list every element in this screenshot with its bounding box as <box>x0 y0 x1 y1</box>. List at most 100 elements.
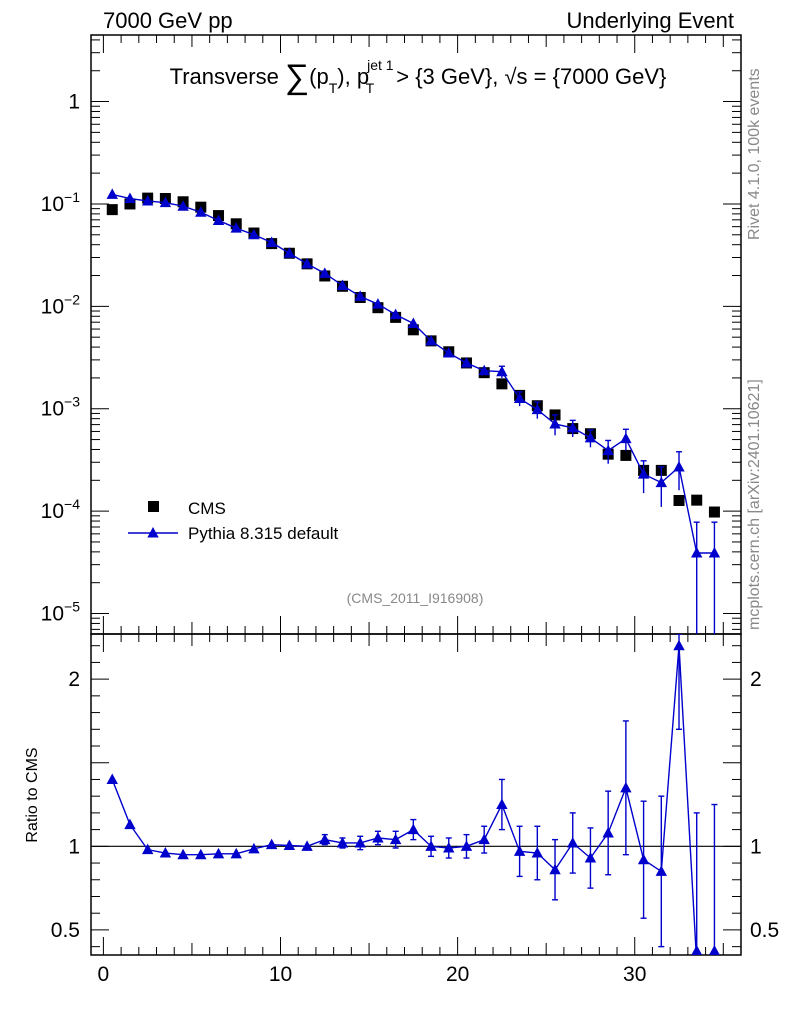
mc-point <box>389 308 402 320</box>
y-tick-label-exponent: −2 <box>64 291 80 307</box>
ratio-panel-marks <box>106 634 720 955</box>
mc-point <box>159 196 172 208</box>
mc-point <box>531 403 544 415</box>
ratio-point <box>283 839 296 850</box>
ratio-point <box>549 863 561 875</box>
mc-point <box>354 290 366 301</box>
ratio-point <box>389 833 402 845</box>
ratio-point <box>655 865 667 876</box>
mc-point <box>708 547 721 558</box>
legend-cms-label: CMS <box>188 499 226 518</box>
mc-point <box>319 267 331 278</box>
title-text: Transverse <box>170 64 285 89</box>
ratio-point <box>212 847 225 859</box>
ratio-point <box>496 798 508 810</box>
ratio-point <box>319 833 331 845</box>
ratio-point <box>301 840 313 851</box>
ratio-point <box>460 840 473 851</box>
ratio-point <box>159 847 172 858</box>
mc-point <box>106 188 118 199</box>
ratio-point <box>106 773 118 784</box>
mc-point <box>212 214 225 225</box>
ratio-point <box>124 818 136 830</box>
y-tick-label-base: 10 <box>41 603 64 626</box>
mc-point <box>602 444 614 456</box>
mc-point <box>230 222 242 233</box>
ratio-point <box>354 836 366 848</box>
ratio-point <box>177 848 189 860</box>
mc-point <box>496 365 508 377</box>
mc-point <box>655 476 667 488</box>
x-tick-label: 20 <box>446 963 469 986</box>
title-text: ), p <box>337 64 369 89</box>
ratio-point <box>691 945 703 955</box>
legend-mc-marker <box>147 527 159 538</box>
y-tick-label: 1 <box>68 91 80 114</box>
ratio-point <box>709 945 720 955</box>
ratio-point <box>195 848 207 860</box>
ratio-point <box>478 833 490 845</box>
ratio-point <box>443 842 455 853</box>
ratio-y-tick-label-left: 2 <box>68 668 80 691</box>
cms-data-point <box>708 506 720 518</box>
header-left: 7000 GeV pp <box>103 8 233 33</box>
ratio-point <box>141 843 154 855</box>
ratio-point <box>673 639 685 651</box>
mc-point <box>460 356 473 368</box>
mc-point <box>513 392 526 403</box>
y-tick-label-base: 10 <box>41 500 64 523</box>
ratio-point <box>513 845 526 856</box>
ratio-point <box>620 781 632 793</box>
ratio-point <box>336 836 349 848</box>
mc-point <box>478 364 490 376</box>
mc-point <box>248 228 260 240</box>
ratio-point <box>248 842 260 854</box>
mc-point <box>265 236 278 248</box>
title-superscript: jet 1 <box>366 57 394 73</box>
y-tick-label-exponent: −3 <box>64 394 80 410</box>
title-sum-symbol: ∑ <box>285 58 309 96</box>
mc-point <box>673 460 685 472</box>
x-tick-label: 0 <box>98 963 110 986</box>
mc-point <box>141 194 154 206</box>
mc-point <box>637 468 650 479</box>
y-tick-label-base: 10 <box>41 295 64 318</box>
y-tick-label: 10−4 <box>41 496 81 523</box>
ratio-point <box>602 826 614 838</box>
mc-point <box>177 200 189 211</box>
legend-mc-label: Pythia 8.315 default <box>188 524 339 543</box>
mc-point <box>425 334 437 346</box>
ratio-y-tick-label-right: 2 <box>750 668 762 691</box>
mc-point <box>195 206 207 217</box>
mc-point <box>336 279 349 290</box>
mc-point <box>283 247 296 258</box>
y-tick-label: 10−3 <box>41 394 81 421</box>
mc-point <box>584 431 597 443</box>
cms-data-point <box>496 378 508 390</box>
ratio-point <box>567 836 579 848</box>
ratio-point <box>372 831 384 843</box>
y-tick-label-base: 10 <box>41 398 64 421</box>
ratio-y-tick-label-left: 1 <box>68 835 80 858</box>
mc-point <box>567 421 579 433</box>
mc-point <box>443 347 455 358</box>
y-tick-label-base: 1 <box>68 91 80 114</box>
x-tick-label: 30 <box>623 963 646 986</box>
ratio-series-line <box>111 645 715 955</box>
mc-point <box>691 547 703 558</box>
ratio-y-tick-label-right: 1 <box>750 835 762 858</box>
header-right: Underlying Event <box>566 8 734 33</box>
legend-cms-marker <box>148 501 159 512</box>
y-tick-label-exponent: −1 <box>64 189 80 205</box>
ratio-y-tick-label-left: 0.5 <box>51 919 80 942</box>
y-tick-label-exponent: −5 <box>64 599 80 615</box>
cms-data-point <box>124 198 136 210</box>
mc-point <box>407 317 420 328</box>
y-tick-label: 10−2 <box>41 291 81 318</box>
mc-point <box>301 257 313 269</box>
cms-data-point <box>620 449 632 461</box>
cms-data-point <box>673 494 685 506</box>
top-panel-marks <box>106 188 721 634</box>
